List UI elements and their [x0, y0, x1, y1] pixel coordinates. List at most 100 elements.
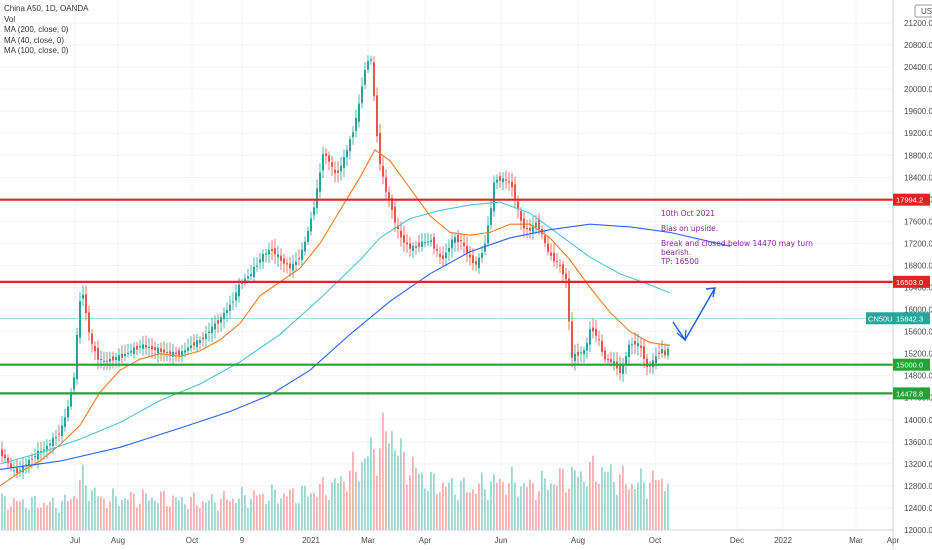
- volume-bar: [559, 468, 561, 530]
- volume-bar: [136, 507, 138, 530]
- volume-bar: [118, 505, 120, 530]
- x-tick-label: Apr: [419, 536, 432, 545]
- y-tick-label: 17200.0: [904, 239, 932, 248]
- volume-bar: [358, 481, 360, 530]
- volume-bar: [310, 493, 312, 530]
- volume-bar: [460, 480, 462, 530]
- candle-body: [106, 360, 108, 362]
- candle-body: [478, 257, 480, 269]
- candle-body: [352, 132, 354, 138]
- annotation-line: bearish.: [661, 248, 691, 257]
- candle-body: [127, 352, 129, 354]
- volume-bar: [658, 480, 660, 530]
- y-tick-label: 17600.0: [904, 217, 932, 226]
- candle-body: [526, 228, 528, 230]
- candle-body: [571, 321, 573, 358]
- candle-body: [646, 358, 648, 367]
- candle-body: [418, 242, 420, 247]
- volume-bar: [172, 495, 174, 530]
- volume-bar: [13, 497, 15, 530]
- candle-body: [403, 235, 405, 243]
- candle-body: [130, 350, 132, 353]
- volume-bar: [79, 480, 81, 530]
- candle-body: [175, 352, 177, 355]
- volume-bar: [364, 458, 366, 530]
- candle-body: [535, 222, 537, 228]
- candle-body: [538, 218, 540, 230]
- x-tick-label: Aug: [111, 536, 125, 545]
- volume-bar: [67, 501, 69, 530]
- candle-body: [334, 169, 336, 174]
- candle-body: [214, 323, 216, 330]
- candle-body: [136, 345, 138, 350]
- volume-bar: [469, 492, 471, 530]
- candle-body: [598, 339, 600, 341]
- volume-bar: [400, 438, 402, 530]
- candle-body: [358, 103, 360, 122]
- candle-body: [235, 292, 237, 301]
- volume-bar: [574, 470, 576, 530]
- candle-body: [4, 454, 6, 459]
- level-label: 16503.0: [896, 278, 923, 287]
- candle-body: [52, 437, 54, 447]
- candle-body: [613, 361, 615, 365]
- candle-body: [397, 225, 399, 230]
- candle-body: [373, 62, 375, 97]
- volume-bar: [307, 496, 309, 530]
- candle-body: [604, 350, 606, 360]
- candle-body: [217, 320, 219, 324]
- volume-bar: [406, 484, 408, 530]
- candle-body: [19, 469, 21, 471]
- y-tick-label: 15600.0: [904, 328, 932, 337]
- y-tick-label: 20400.0: [904, 63, 932, 72]
- candle-body: [286, 263, 288, 265]
- volume-bar: [55, 507, 57, 530]
- volume-bar: [571, 466, 573, 530]
- candle-body: [316, 188, 318, 209]
- volume-bar: [157, 502, 159, 530]
- volume-bar: [532, 483, 534, 530]
- candle-body: [166, 352, 168, 354]
- volume-bar: [667, 483, 669, 530]
- ma200-line: [0, 223, 731, 470]
- volume-bar: [46, 505, 48, 530]
- candle-body: [349, 139, 351, 152]
- volume-bar: [205, 502, 207, 530]
- volume-bar: [130, 491, 132, 530]
- volume-bar: [115, 496, 117, 530]
- candle-body: [505, 179, 507, 181]
- volume-bar: [100, 496, 102, 530]
- volume-bar: [148, 500, 150, 530]
- candle-body: [259, 259, 261, 263]
- candle-body: [562, 264, 564, 275]
- volume-bar: [397, 455, 399, 530]
- volume-bar: [58, 512, 60, 530]
- volume-bar: [550, 483, 552, 530]
- y-tick-label: 12400.0: [904, 504, 932, 513]
- candle-body: [97, 347, 99, 360]
- candle-body: [457, 234, 459, 243]
- volume-bar: [154, 500, 156, 530]
- volume-bar: [196, 505, 198, 530]
- volume-bar: [508, 483, 510, 530]
- volume-bar: [97, 496, 99, 530]
- candle-body: [319, 172, 321, 192]
- candle-body: [583, 350, 585, 355]
- candle-body: [58, 433, 60, 435]
- volume-bar: [529, 479, 531, 530]
- volume-bar: [247, 507, 249, 530]
- candle-body: [625, 356, 627, 366]
- candle-body: [49, 443, 51, 446]
- volume-bar: [313, 492, 315, 530]
- volume-bar: [616, 495, 618, 530]
- candle-body: [133, 347, 135, 354]
- candle-body: [412, 246, 414, 251]
- candle-body: [178, 350, 180, 356]
- volume-bar: [418, 473, 420, 530]
- candle-body: [265, 253, 267, 255]
- candle-body: [70, 392, 72, 407]
- candle-body: [430, 240, 432, 243]
- candle-body: [631, 344, 633, 346]
- candle-body: [433, 237, 435, 249]
